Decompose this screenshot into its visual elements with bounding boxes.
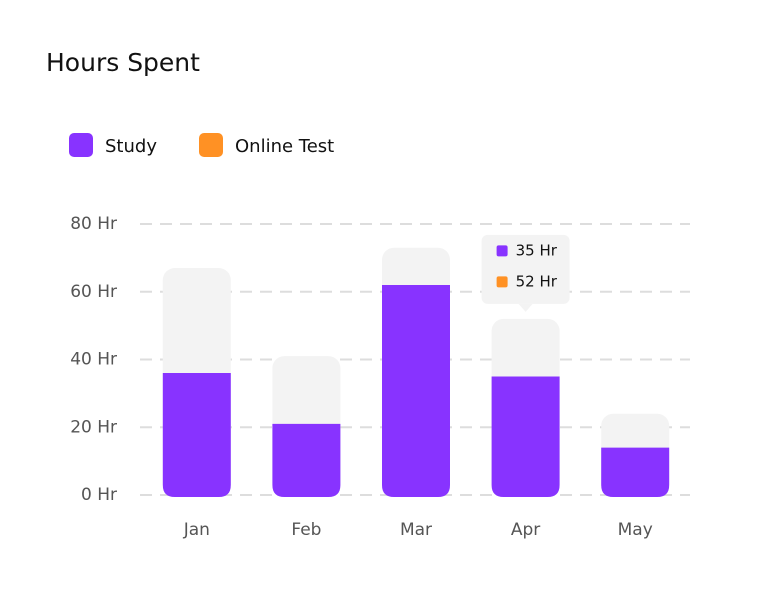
x-tick-label: Jan — [183, 520, 210, 540]
legend-label: Study — [105, 136, 157, 157]
bar-study — [491, 376, 560, 497]
bar-study — [162, 373, 231, 497]
legend-swatch — [69, 133, 93, 157]
tooltip-swatch — [496, 245, 508, 257]
legend-label: Online Test — [235, 136, 334, 157]
bar-study — [382, 284, 450, 497]
chart-title: Hours Spent — [46, 48, 200, 77]
tooltip-value: 52 Hr — [516, 272, 558, 290]
x-tick-label: May — [618, 520, 653, 540]
x-tick-label: Feb — [291, 520, 321, 540]
y-tick-label: 60 Hr — [70, 282, 117, 302]
x-tick-label: Apr — [511, 520, 540, 540]
y-tick-label: 40 Hr — [70, 350, 117, 370]
tooltip-swatch — [496, 276, 508, 288]
tooltip: 35 Hr 52 Hr — [481, 234, 570, 312]
y-tick-label: 20 Hr — [70, 417, 117, 437]
tooltip-value: 35 Hr — [516, 241, 558, 259]
bar-study — [272, 423, 341, 497]
tooltip-pointer — [518, 303, 533, 312]
y-tick-label: 80 Hr — [70, 214, 117, 234]
y-tick-label: 0 Hr — [81, 485, 117, 505]
legend-swatch — [199, 133, 223, 157]
bar-study — [601, 447, 670, 497]
x-tick-label: Mar — [400, 520, 432, 540]
